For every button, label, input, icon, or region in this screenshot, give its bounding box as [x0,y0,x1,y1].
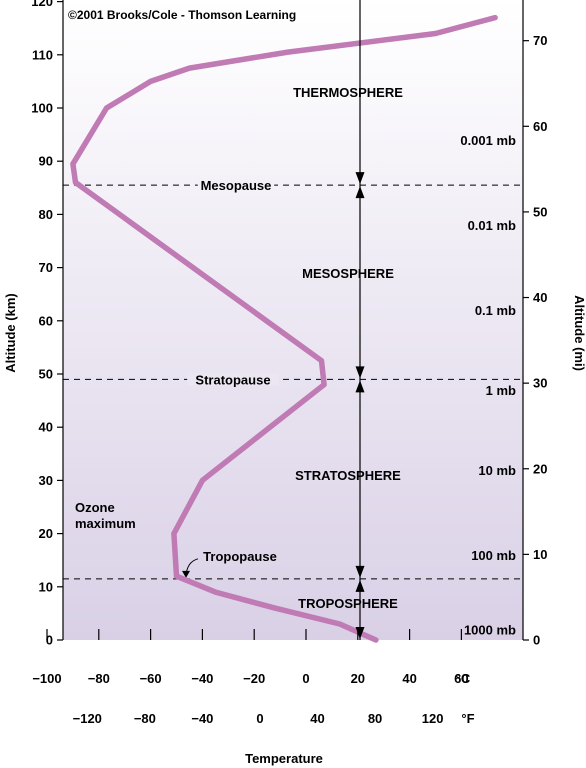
right-tick-label: 30 [533,376,547,391]
annotation-text: maximum [75,516,136,531]
left-tick-label: 20 [39,526,53,541]
left-tick-label: 60 [39,313,53,328]
celsius-tick-label: 60 [454,671,468,686]
left-tick-label: 40 [39,420,53,435]
left-tick-label: 0 [46,633,53,648]
pressure-label: 0.001 mb [460,133,516,148]
layer-label: THERMOSPHERE [293,85,403,100]
boundary-lines: Mesopause Stratopause Tropopause [63,178,523,580]
arrowhead-down [355,565,365,578]
right-tick-label: 70 [533,33,547,48]
pressure-label: 10 mb [478,463,516,478]
pressure-labels: 0.001 mb 0.01 mb 0.1 mb 1 mb 10 mb 100 mb 1000… [460,133,516,637]
right-tick-label: 10 [533,547,547,562]
boundary-label-bg [187,373,279,386]
boundary-label: Stratopause [195,372,270,387]
left-tick-label: 90 [39,154,53,169]
celsius-tick-label: 40 [402,671,416,686]
layer-label: MESOSPHERE [302,266,394,281]
fahrenheit-tick-label: −120 [73,711,102,726]
right-tick-label: 20 [533,461,547,476]
arrowhead-up [355,579,365,592]
right-tick-label: 0 [533,633,540,648]
tropopause-pointer-head [182,570,190,578]
fahrenheit-unit: °F [461,711,474,726]
arrowhead-up [355,380,365,393]
fahrenheit-tick-label: −80 [134,711,156,726]
pressure-label: 100 mb [471,548,516,563]
layer-label: TROPOSPHERE [298,596,398,611]
fahrenheit-tick-label: 0 [256,711,263,726]
annotation-text: Ozone [75,500,115,515]
center-arrow-group [355,0,365,640]
left-axis-label: Altitude (km) [3,293,18,372]
layer-label: STRATOSPHERE [295,468,401,483]
fahrenheit-tick-label: 120 [422,711,444,726]
celsius-tick-label: −40 [191,671,213,686]
pressure-label: 0.1 mb [475,303,516,318]
fahrenheit-tick-label: 40 [310,711,324,726]
layer-labels: THERMOSPHERE MESOSPHERE STRATOSPHERE TROPOS… [293,85,403,611]
pressure-label: 0.01 mb [468,218,516,233]
left-tick-label: 50 [39,367,53,382]
celsius-tick-label: −100 [32,671,61,686]
boundary-label: Tropopause [203,549,277,564]
left-tick-label: 110 [32,47,53,62]
celsius-unit: °C [456,671,471,686]
left-tick-label: 120 [31,0,53,9]
celsius-tick-label: −20 [243,671,265,686]
left-axis: 0 10 20 30 40 50 60 70 80 90 100 110 120 [31,0,64,648]
celsius-tick-label: 20 [351,671,365,686]
fahrenheit-tick-label: −40 [191,711,213,726]
left-tick-label: 100 [31,101,53,116]
right-tick-label: 50 [533,204,547,219]
boundary-label-bg [197,179,275,192]
right-tick-label: 60 [533,119,547,134]
boundary-label: Mesopause [201,178,272,193]
fahrenheit-tick-label: 80 [368,711,382,726]
left-tick-label: 70 [39,260,53,275]
left-tick-label: 10 [39,579,53,594]
plot-background [63,0,523,640]
pressure-label: 1000 mb [464,622,516,637]
celsius-tick-label: 0 [302,671,309,686]
left-tick-label: 80 [39,207,53,222]
temperature-profile-line [70,14,498,643]
right-tick-label: 40 [533,290,547,305]
left-tick-label: 30 [39,473,53,488]
arrowhead-up [355,186,365,199]
copyright-text: ©2001 Brooks/Cole - Thomson Learning [68,8,296,22]
temperature-curve-group [70,14,498,643]
temperature-axes: −100 −80 −60 −40 −20 0 20 40 60°C −120 −80 −40 0 40 80… [32,629,475,726]
temperature-axis-label: Temperature [245,751,323,766]
pressure-label: 1 mb [486,383,516,398]
right-axis: 0 10 20 30 40 50 60 70 [522,0,547,648]
arrowhead-down [355,172,365,185]
arrowhead-down [355,366,365,379]
celsius-tick-label: −80 [88,671,110,686]
right-axis-label: Altitude (mi) [572,295,586,371]
celsius-tick-label: −60 [140,671,162,686]
